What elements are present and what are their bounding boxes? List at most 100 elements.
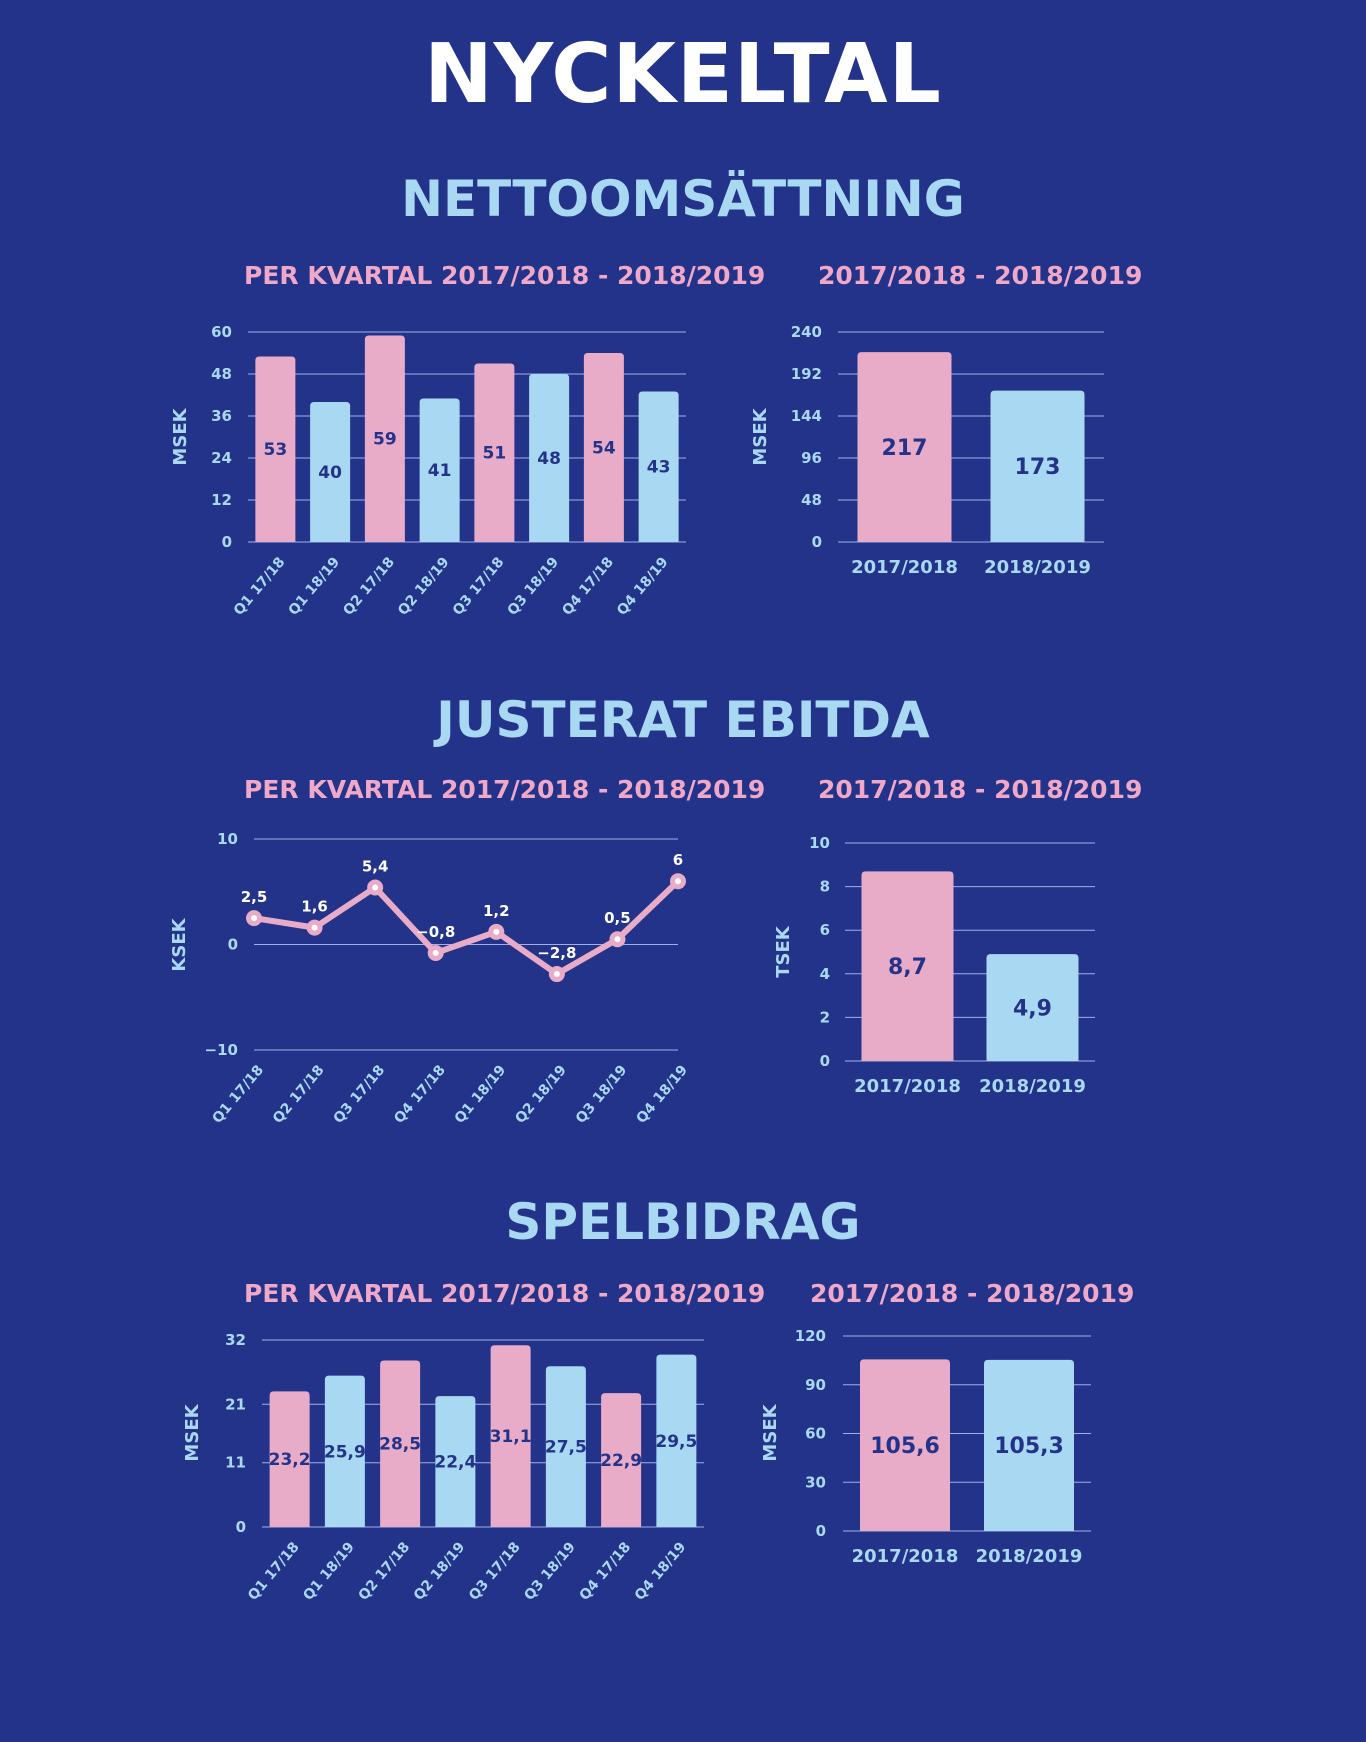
bar — [310, 402, 351, 542]
point-value-label: −0,8 — [416, 923, 455, 941]
y-tick-label: 12 — [211, 491, 232, 509]
chart-title-ebitda-yearly: 2017/2018 - 2018/2019 — [818, 775, 1143, 804]
bar-value-label: 53 — [264, 440, 288, 460]
bar-value-label: 217 — [882, 436, 928, 461]
point-value-label: 2,5 — [241, 888, 268, 906]
x-tick-label: Q2 17/18 — [356, 1539, 414, 1603]
chart-title-netto-quarterly: PER KVARTAL 2017/2018 - 2018/2019 — [244, 261, 766, 290]
bar — [857, 352, 952, 542]
point-value-label: 6 — [673, 851, 683, 869]
y-tick-label: 192 — [791, 365, 822, 383]
x-tick-label: 2018/2019 — [979, 1076, 1086, 1097]
bar-value-label: 41 — [428, 461, 452, 481]
bar — [860, 1359, 950, 1531]
y-tick-label: 96 — [801, 449, 822, 467]
y-tick-label: 240 — [791, 323, 822, 341]
y-axis-label: KSEK — [169, 917, 190, 971]
data-point-center — [432, 949, 439, 956]
bar-value-label: 23,2 — [269, 1450, 311, 1470]
bar-value-label: 43 — [647, 458, 671, 478]
point-value-label: −2,8 — [537, 944, 576, 962]
bar — [529, 374, 570, 542]
x-tick-label: Q3 18/19 — [505, 554, 563, 618]
y-tick-label: 48 — [801, 491, 822, 509]
bar-value-label: 105,3 — [994, 1434, 1064, 1459]
bar-value-label: 51 — [483, 444, 507, 464]
x-tick-label: Q2 17/18 — [340, 554, 398, 618]
x-tick-label: Q4 18/19 — [632, 1539, 690, 1603]
section-title-nettoomsattning: NETTOOMSÄTTNING — [401, 170, 965, 228]
x-tick-label: 2018/2019 — [976, 1546, 1083, 1567]
data-point-center — [311, 924, 318, 931]
x-tick-label: Q2 18/19 — [395, 554, 453, 618]
y-tick-label: 90 — [805, 1376, 826, 1394]
y-tick-label: 8 — [820, 878, 830, 896]
y-tick-label: 21 — [225, 1395, 246, 1413]
bar-value-label: 8,7 — [888, 955, 927, 980]
x-tick-label: Q3 18/19 — [573, 1062, 631, 1126]
y-tick-label: 60 — [805, 1425, 826, 1443]
bar-value-label: 105,6 — [870, 1434, 940, 1459]
y-tick-label: −10 — [205, 1041, 238, 1059]
chart-title-ebitda-quarterly: PER KVARTAL 2017/2018 - 2018/2019 — [244, 775, 766, 804]
bar — [545, 1366, 586, 1527]
bar-value-label: 22,9 — [600, 1451, 642, 1471]
y-tick-label: 32 — [225, 1331, 246, 1349]
section-title-justerat-ebitda: JUSTERAT EBITDA — [436, 691, 930, 749]
x-tick-label: Q1 17/18 — [209, 1062, 267, 1126]
series-line — [251, 878, 681, 978]
bar — [984, 1359, 1074, 1531]
y-tick-label: 10 — [809, 834, 830, 852]
y-tick-label: 144 — [791, 407, 822, 425]
x-tick-label: Q2 18/19 — [512, 1062, 570, 1126]
x-tick-label: Q2 18/19 — [411, 1539, 469, 1603]
chart-ebitda-yearly: 0 2 4 6 8 10 TSEK 2017/2018 2018/2019 8,7 4,9 — [773, 834, 1095, 1097]
x-tick-label: Q4 18/19 — [614, 554, 672, 618]
x-tick-label: Q4 18/19 — [633, 1062, 691, 1126]
y-axis-label: TSEK — [773, 925, 794, 978]
bar-value-label: 54 — [592, 438, 616, 458]
bar-value-label: 28,5 — [379, 1435, 421, 1455]
bar — [474, 363, 515, 542]
y-tick-label: 24 — [211, 449, 232, 467]
y-tick-label: 120 — [795, 1327, 826, 1345]
point-value-label: 1,2 — [483, 902, 510, 920]
y-tick-label: 4 — [820, 965, 830, 983]
y-tick-label: 48 — [211, 365, 232, 383]
y-tick-label: 0 — [820, 1052, 830, 1070]
data-point-center — [251, 915, 257, 922]
point-value-label: 5,4 — [362, 858, 389, 876]
bar — [255, 356, 296, 542]
bar — [380, 1360, 421, 1527]
y-tick-label: 0 — [222, 533, 232, 551]
bar-value-label: 31,1 — [490, 1427, 532, 1447]
x-tick-label: Q4 17/18 — [577, 1539, 635, 1603]
x-tick-label: Q3 17/18 — [450, 554, 508, 618]
data-point-center — [493, 928, 500, 935]
bar-value-label: 48 — [537, 449, 561, 469]
point-value-label: 0,5 — [604, 909, 631, 927]
bar-value-label: 4,9 — [1013, 996, 1052, 1021]
y-tick-label: 0 — [228, 936, 238, 954]
chart-netto-yearly: 0 48 96 144 192 240 MSEK 2017/2018 2018/2019 217 1… — [750, 323, 1104, 578]
chart-title-spel-quarterly: PER KVARTAL 2017/2018 - 2018/2019 — [244, 1279, 766, 1308]
bar-value-label: 173 — [1015, 455, 1061, 480]
x-tick-label: Q4 17/18 — [391, 1062, 449, 1126]
bar — [861, 871, 954, 1061]
bar — [435, 1396, 476, 1527]
bar-value-label: 27,5 — [545, 1438, 587, 1458]
bar — [364, 335, 405, 542]
bar — [601, 1393, 642, 1527]
bar-value-label: 22,4 — [434, 1453, 476, 1473]
bar — [490, 1345, 531, 1527]
chart-title-netto-yearly: 2017/2018 - 2018/2019 — [818, 261, 1143, 290]
x-tick-label: Q3 17/18 — [331, 1062, 389, 1126]
bar-value-label: 40 — [318, 463, 342, 483]
y-axis-label: MSEK — [170, 407, 191, 465]
y-axis-label: MSEK — [760, 1403, 781, 1461]
bar — [419, 398, 460, 542]
x-tick-label: Q4 17/18 — [559, 554, 617, 618]
x-tick-label: 2017/2018 — [851, 557, 958, 578]
